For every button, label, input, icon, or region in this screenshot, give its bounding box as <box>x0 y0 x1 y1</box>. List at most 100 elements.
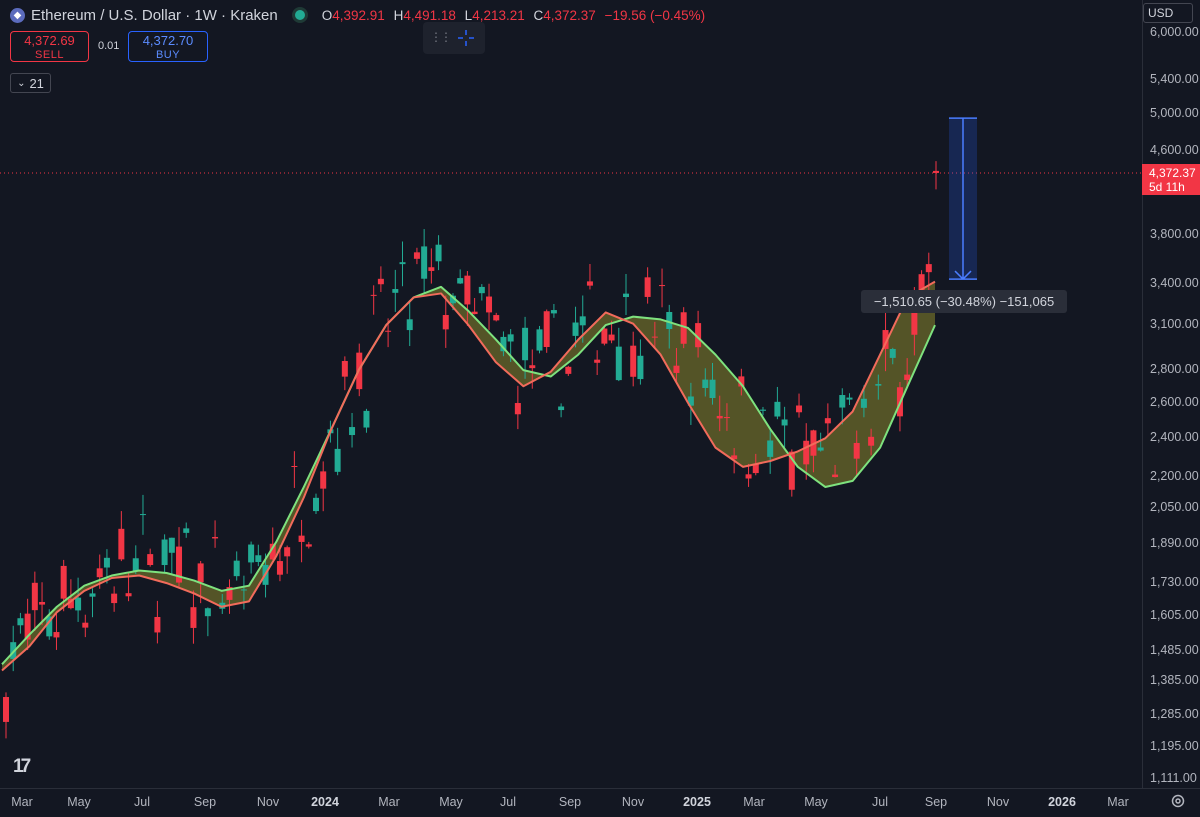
candle-body <box>731 455 738 460</box>
price-tick-label: 1,195.00 <box>1150 738 1199 753</box>
buy-label: BUY <box>155 49 181 61</box>
candle-body <box>529 365 536 369</box>
candle-body <box>392 289 399 293</box>
candle-body <box>911 304 918 335</box>
candle-body <box>817 447 824 451</box>
candle-body <box>630 345 637 377</box>
candle-body <box>759 409 766 411</box>
candle-body <box>53 632 60 638</box>
price-axis[interactable] <box>1142 0 1200 788</box>
candle-body <box>579 316 586 326</box>
candle-body <box>687 396 694 406</box>
candle-body <box>514 403 521 415</box>
chevron-down-icon: ⌄ <box>17 77 26 89</box>
candle-body <box>154 616 161 633</box>
candle-body <box>904 374 911 380</box>
candle-body <box>305 544 312 547</box>
sell-button[interactable]: 4,372.69 SELL <box>10 31 89 62</box>
candle-body <box>183 528 190 533</box>
candle-body <box>774 401 781 417</box>
candle-body <box>601 328 608 344</box>
candle-body <box>464 275 471 305</box>
candle-body <box>860 398 867 408</box>
market-status-icon[interactable] <box>291 7 308 23</box>
currency-selector[interactable]: USD <box>1143 3 1193 23</box>
close-label: C <box>533 7 544 23</box>
candle-body <box>89 593 96 597</box>
candle-body <box>269 543 276 560</box>
settings-gear-icon[interactable] <box>1170 793 1186 809</box>
time-axis[interactable] <box>0 788 1200 817</box>
candle-body <box>212 536 219 539</box>
candle-body <box>320 471 327 489</box>
buy-button[interactable]: 4,372.70 BUY <box>128 31 208 62</box>
candle-body <box>284 547 291 557</box>
price-tick-label: 1,730.00 <box>1150 575 1199 590</box>
candle-body <box>803 440 810 465</box>
candle-body <box>31 582 38 611</box>
candle-body <box>421 246 428 279</box>
candle-body <box>10 642 17 659</box>
candle-body <box>190 607 197 628</box>
close-value: 4,372.37 <box>543 7 596 23</box>
time-tick-label: 2026 <box>1048 795 1076 809</box>
candle-body <box>623 293 629 298</box>
time-tick-label: Jul <box>134 795 150 809</box>
candle-body <box>428 267 435 271</box>
current-price-label: 4,372.37 5d 11h <box>1142 164 1200 195</box>
candle-body <box>853 442 860 459</box>
candle-body <box>889 348 896 358</box>
candle-body <box>457 278 464 284</box>
open-label: O <box>321 7 333 23</box>
candle-body <box>709 379 716 399</box>
candle-body <box>839 395 846 408</box>
sell-price: 4,372.69 <box>24 33 75 48</box>
time-tick-label: Jul <box>872 795 888 809</box>
candle-body <box>522 327 529 361</box>
measure-tooltip: −1,510.65 (−30.48%) −151,065 <box>861 290 1067 313</box>
candle-body <box>702 379 709 388</box>
candle-body <box>67 598 74 609</box>
slow-ma-line <box>1 280 936 672</box>
currency-label: USD <box>1148 6 1174 20</box>
drag-handle-icon[interactable]: ⋮⋮ <box>430 30 452 44</box>
price-tick-label: 3,400.00 <box>1150 276 1199 291</box>
candle-body <box>291 465 298 467</box>
candle-body <box>385 330 392 332</box>
candle-body <box>341 360 348 377</box>
candle-body <box>226 587 233 600</box>
symbol-title[interactable]: Ethereum / U.S. Dollar · 1W · Kraken <box>31 6 278 24</box>
price-tick-label: 2,050.00 <box>1150 500 1199 515</box>
candle-body <box>565 366 572 374</box>
candle-body <box>233 560 240 577</box>
candle-body <box>471 311 478 315</box>
candle-body <box>370 294 377 296</box>
time-tick-label: Mar <box>743 795 765 809</box>
candle-body <box>933 170 939 173</box>
candle-body <box>204 608 211 617</box>
candle-body <box>176 546 183 583</box>
candle-body <box>435 244 442 262</box>
indicator-toggle-button[interactable]: ⌄ 21 <box>10 73 51 93</box>
candle-body <box>500 336 507 352</box>
time-tick-label: 2025 <box>683 795 711 809</box>
candle-body <box>752 463 759 474</box>
price-tick-label: 4,600.00 <box>1150 142 1199 157</box>
price-tick-label: 1,285.00 <box>1150 706 1199 721</box>
candle-body <box>132 558 139 571</box>
candle-body <box>313 497 319 512</box>
candle-body <box>824 418 831 424</box>
candle-body <box>716 415 723 419</box>
candle-body <box>377 278 384 285</box>
candle-body <box>745 474 752 479</box>
tradingview-logo[interactable]: 17 <box>13 756 31 777</box>
sell-label: SELL <box>35 49 64 61</box>
price-tick-label: 5,000.00 <box>1150 105 1199 120</box>
crosshair-icon[interactable] <box>456 28 476 48</box>
candle-body <box>832 474 839 478</box>
candle-body <box>781 419 788 426</box>
floating-toolbar[interactable]: ⋮⋮ <box>423 22 485 54</box>
open-value: 4,392.91 <box>332 7 385 23</box>
ma-band-fill <box>2 281 935 671</box>
